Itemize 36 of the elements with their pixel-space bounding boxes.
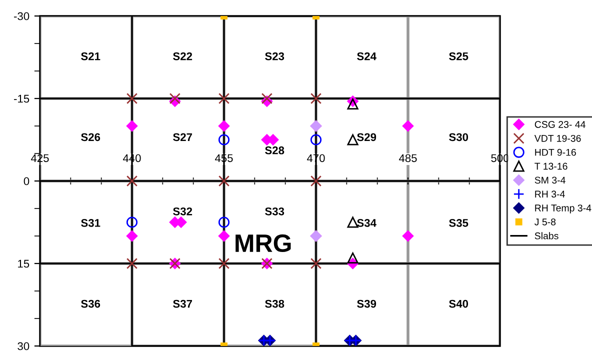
- annotation: S25: [449, 52, 468, 60]
- legend-label: J 5-8: [534, 218, 556, 226]
- annotation: S23: [265, 52, 284, 60]
- annotation: S24: [357, 52, 376, 60]
- legend-label: CSG 23- 44: [534, 121, 586, 128]
- annotation: MRG: [236, 234, 291, 252]
- legend-label: VDT 19-36: [534, 134, 581, 142]
- x-tick-label: 485: [398, 154, 417, 162]
- legend-label: HDT 9-16: [535, 148, 576, 156]
- legend-label: Slabs: [534, 232, 558, 240]
- annotation: S37: [173, 300, 192, 308]
- annotation: S27: [173, 133, 192, 142]
- annotation: S31: [81, 219, 100, 227]
- annotation: S28: [265, 146, 284, 154]
- legend-label: T 13-16: [534, 162, 568, 170]
- annotation: S30: [449, 133, 468, 142]
- annotation: S40: [449, 300, 468, 308]
- annotation: S29: [357, 133, 376, 142]
- y-tick-label: -30: [14, 12, 30, 20]
- annotation: S34: [357, 219, 376, 227]
- annotation: S39: [357, 300, 376, 308]
- y-tick-label: -15: [14, 94, 30, 103]
- annotation: S38: [265, 300, 284, 308]
- legend-label: RH 3-4: [535, 190, 565, 198]
- annotation: S26: [81, 133, 100, 142]
- legend-label: RH Temp 3-4: [535, 204, 592, 214]
- annotation: S35: [449, 219, 468, 227]
- annotation: S21: [81, 52, 100, 60]
- y-tick-label: 30: [18, 342, 30, 350]
- annotation: S36: [81, 300, 100, 308]
- annotation: S33: [265, 207, 284, 216]
- legend-label: SM 3-4: [534, 176, 566, 184]
- annotation: S22: [173, 52, 192, 60]
- y-tick-label: 15: [18, 260, 30, 268]
- y-tick-label: 0: [24, 177, 30, 186]
- annotation: S32: [173, 207, 192, 216]
